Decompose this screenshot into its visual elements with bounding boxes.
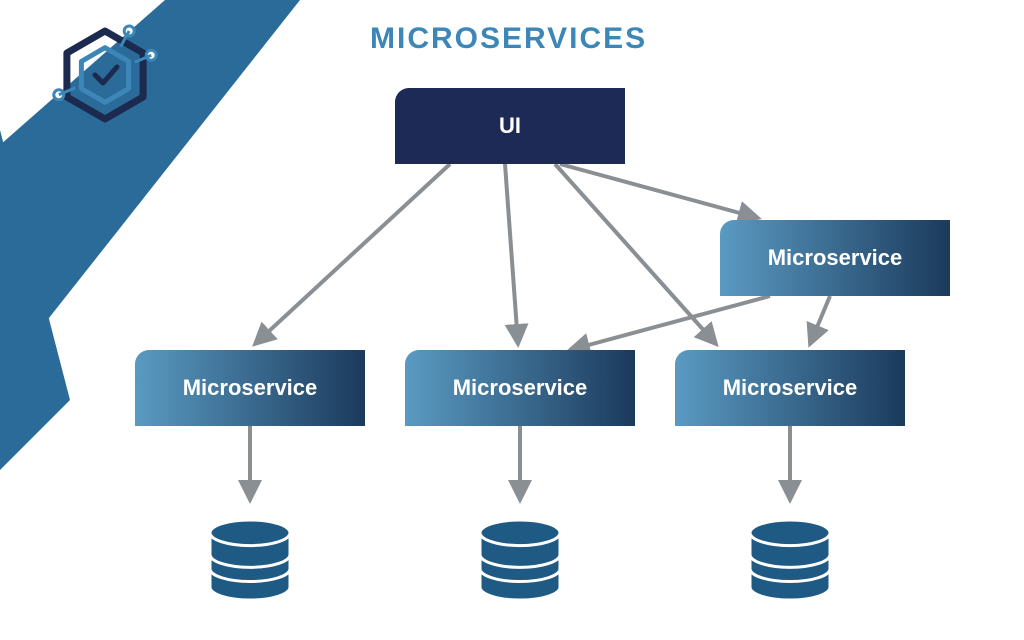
microservice-node-c: Microservice (675, 350, 905, 426)
microservice-node-right: Microservice (720, 220, 950, 296)
microservice-node-right-label: Microservice (768, 245, 903, 271)
microservice-node-a-label: Microservice (183, 375, 318, 401)
microservice-node-b: Microservice (405, 350, 635, 426)
microservice-node-c-label: Microservice (723, 375, 858, 401)
ui-node: UI (395, 88, 625, 164)
page-title: MICROSERVICES (370, 22, 647, 56)
microservice-node-b-label: Microservice (453, 375, 588, 401)
ui-node-label: UI (499, 113, 521, 139)
diagram-canvas: MICROSERVICES UI Microservice Microservi… (0, 0, 1024, 640)
microservice-node-a: Microservice (135, 350, 365, 426)
